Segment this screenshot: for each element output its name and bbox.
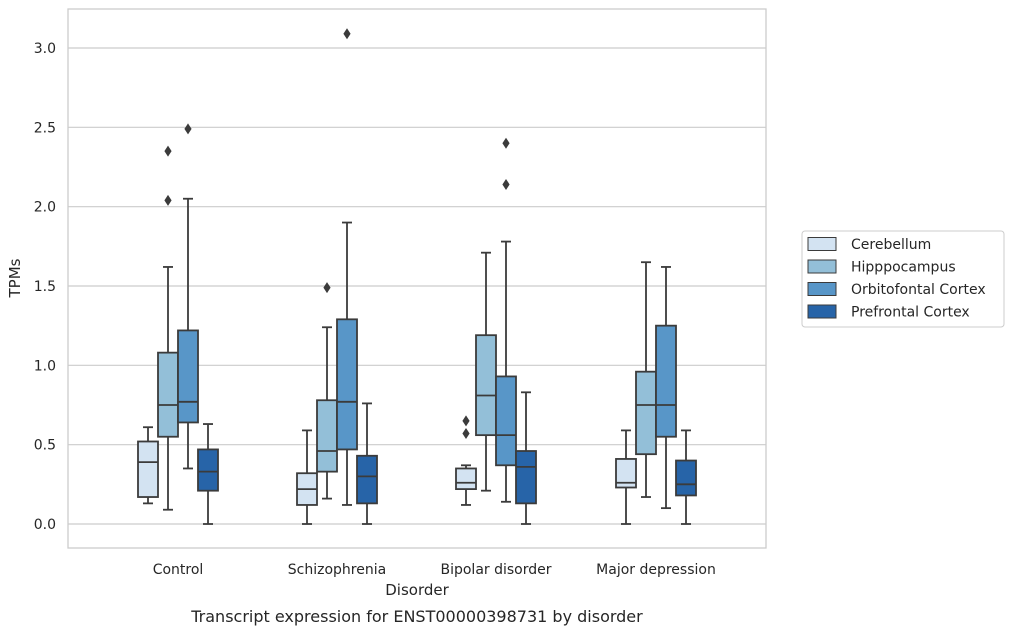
outlier-point (502, 137, 510, 149)
box-iqr (356, 454, 378, 505)
box-iqr (316, 399, 338, 473)
x-tick-label: Schizophrenia (288, 562, 386, 578)
box (675, 429, 697, 525)
box (655, 266, 677, 510)
plot-frame (67, 8, 767, 549)
box (475, 251, 497, 492)
legend-swatch (807, 282, 837, 296)
box-iqr (515, 450, 537, 505)
y-tick-label: 1.5 (34, 279, 56, 295)
x-tick-label: Control (153, 562, 204, 578)
box (336, 28, 358, 506)
legend-swatch (807, 237, 837, 251)
plot-area-background (68, 9, 766, 548)
box (615, 429, 637, 525)
y-axis-label: TPMs (6, 258, 24, 298)
box-iqr (137, 440, 159, 498)
legend: Cerebellum Hipppocampus Orbitofontal Corte… (801, 230, 1005, 328)
legend-swatch (807, 259, 837, 274)
box-iqr (495, 375, 517, 467)
x-tick-label: Major depression (596, 562, 716, 578)
box (356, 402, 378, 525)
box-iqr (675, 459, 697, 497)
y-tick-label: 0.5 (34, 438, 56, 454)
box-iqr (615, 458, 637, 489)
box-iqr (177, 329, 199, 424)
x-axis-label: Disorder (385, 581, 449, 599)
box-iqr (455, 467, 477, 490)
box-iqr (655, 324, 677, 438)
box-iqr (336, 318, 358, 451)
outlier-point (184, 123, 192, 135)
y-tick-label: 2.0 (34, 200, 56, 216)
outlier-point (502, 178, 510, 190)
box-iqr (635, 370, 657, 456)
box-iqr (157, 351, 179, 438)
box (157, 145, 179, 511)
box (455, 415, 477, 506)
legend-label: Prefrontal Cortex (851, 305, 970, 321)
outlier-point (164, 145, 172, 157)
y-tick-label: 3.0 (34, 41, 56, 57)
legend-label: Orbitofontal Cortex (851, 282, 986, 298)
box (515, 391, 537, 525)
outlier-point (323, 282, 331, 294)
y-axis-ticks: 0.0 0.5 1.0 1.5 2.0 2.5 3.0 (34, 41, 56, 533)
y-tick-label: 2.5 (34, 120, 56, 136)
outlier-point (343, 28, 351, 40)
x-axis-ticks: Control Schizophrenia Bipolar disorder Majo… (153, 562, 716, 578)
box-iqr (197, 448, 219, 492)
legend-swatch (807, 304, 837, 319)
y-tick-label: 1.0 (34, 358, 56, 374)
box (177, 123, 199, 470)
y-tick-label: 0.0 (34, 517, 56, 533)
outlier-point (462, 428, 470, 440)
box (495, 137, 517, 503)
x-tick-label: Bipolar disorder (440, 562, 551, 578)
box (197, 423, 219, 525)
box (635, 261, 657, 498)
box (137, 426, 159, 505)
box (296, 429, 318, 525)
legend-label: Cerebellum (851, 237, 931, 253)
chart-caption: Transcript expression for ENST0000039873… (190, 607, 643, 626)
outlier-point (462, 415, 470, 427)
box-series (137, 28, 697, 525)
outlier-point (164, 194, 172, 206)
legend-label: Hipppocampus (851, 260, 956, 276)
box-iqr (475, 334, 497, 437)
legend-frame (801, 230, 1005, 328)
